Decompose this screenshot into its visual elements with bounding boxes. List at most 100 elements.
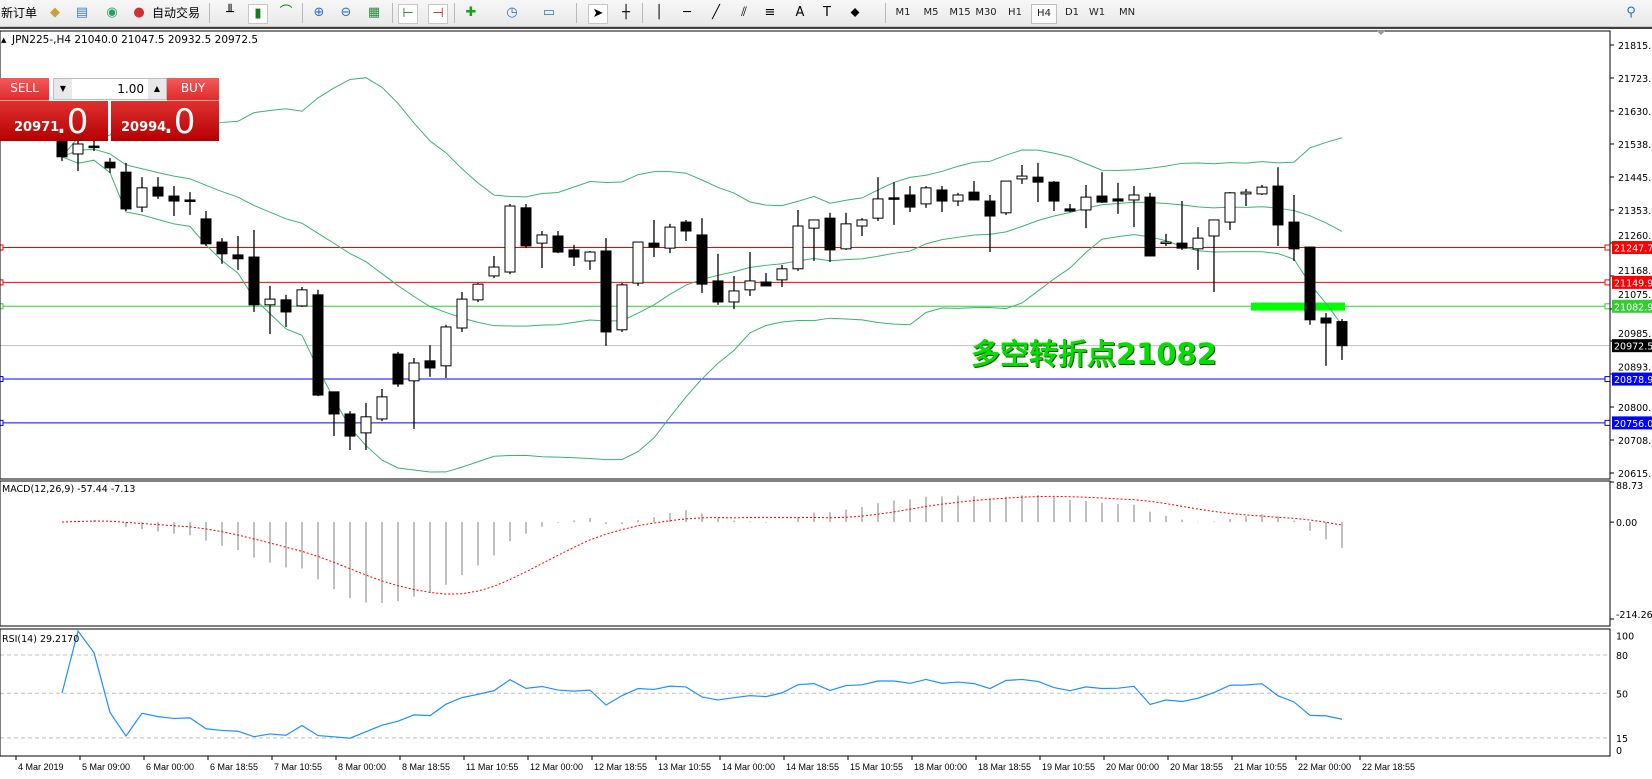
bear-candle-body bbox=[984, 200, 996, 217]
signal-icon[interactable]: ◉ bbox=[106, 5, 118, 20]
candle bbox=[1048, 181, 1060, 212]
timeframe-d1[interactable]: D1 bbox=[1064, 7, 1080, 18]
price-tick-label: 21723.0 bbox=[1618, 74, 1652, 85]
chart-canvas[interactable]: 21815.5 21723.0 21630.5 21538.0 21445.5 21353… bbox=[0, 27, 1652, 779]
timeframe-m5[interactable]: M5 bbox=[923, 7, 939, 18]
zoom-in-icon[interactable]: ⊕ bbox=[313, 5, 325, 20]
shapes-icon[interactable]: ⬥ bbox=[850, 5, 860, 20]
separator bbox=[454, 3, 455, 23]
bear-candle-body bbox=[520, 207, 532, 247]
time-label: 15 Mar 10:55 bbox=[850, 762, 903, 772]
line-chart-icon[interactable]: ⌒ bbox=[279, 5, 293, 20]
price-tick-label: 21260.5 bbox=[1618, 231, 1652, 242]
candle bbox=[136, 177, 148, 213]
level-handle[interactable] bbox=[1604, 244, 1611, 251]
data-window-icon[interactable]: ▤ bbox=[75, 5, 89, 20]
market-watch-icon[interactable]: ◆ bbox=[50, 5, 60, 20]
candlestick-icon[interactable]: ▮ bbox=[248, 4, 268, 24]
periods-icon[interactable]: ◷ bbox=[506, 5, 518, 20]
timeframe-h4[interactable]: H4 bbox=[1031, 4, 1057, 24]
new-chart-icon[interactable]: ✚ bbox=[465, 5, 477, 20]
bull-candle-body bbox=[584, 251, 596, 262]
macd-pane-frame bbox=[0, 480, 1611, 627]
timeframe-mn[interactable]: MN bbox=[1118, 7, 1136, 18]
bar-chart-icon[interactable]: ╨ bbox=[226, 5, 234, 20]
lot-decrease-button[interactable]: ▼ bbox=[54, 79, 72, 99]
candle bbox=[952, 192, 964, 207]
bear-candle-body bbox=[824, 217, 836, 251]
text-label-icon[interactable]: T bbox=[823, 5, 831, 20]
crosshair-icon[interactable]: ┼ bbox=[622, 5, 630, 20]
lot-increase-button[interactable]: ▲ bbox=[148, 79, 166, 99]
bear-candle-body bbox=[1048, 181, 1060, 202]
fibonacci-icon[interactable]: ≡ bbox=[764, 5, 776, 20]
sell-price-box[interactable]: 20971 .0 bbox=[0, 101, 108, 141]
rsi-line bbox=[61, 629, 1343, 739]
time-label: 14 Mar 18:55 bbox=[786, 762, 839, 772]
new-order-button[interactable]: 新订单 bbox=[1, 6, 38, 20]
bear-candle-body bbox=[1320, 317, 1332, 324]
candle bbox=[616, 283, 628, 332]
level-handle[interactable] bbox=[1604, 279, 1611, 286]
cursor-icon[interactable]: ➤ bbox=[588, 4, 608, 24]
bear-candle-body bbox=[1288, 221, 1300, 250]
bull-candle-body bbox=[1208, 219, 1220, 237]
timeframe-m30[interactable]: M30 bbox=[975, 7, 997, 18]
bear-candle-body bbox=[888, 197, 900, 200]
timeframe-w1[interactable]: W1 bbox=[1088, 7, 1106, 18]
candle bbox=[1304, 246, 1316, 325]
lot-size-value[interactable]: 1.00 bbox=[117, 82, 144, 96]
candle bbox=[296, 286, 308, 307]
macd-signal-line bbox=[61, 495, 1343, 595]
trendline-icon[interactable]: ╱ bbox=[712, 5, 720, 20]
collapse-triangle-icon[interactable]: ▲ bbox=[1, 36, 7, 44]
bear-candle-body bbox=[936, 189, 948, 202]
price-label: 21149.9 bbox=[1614, 278, 1652, 289]
level-handle[interactable] bbox=[1604, 419, 1611, 426]
text-icon[interactable]: A bbox=[795, 5, 805, 20]
auto-trading-icon[interactable]: ● bbox=[133, 5, 145, 20]
buy-price-box[interactable]: 20994 .0 bbox=[111, 101, 219, 141]
candle bbox=[552, 231, 564, 254]
sell-button[interactable]: SELL bbox=[0, 78, 49, 101]
bull-candle-body bbox=[808, 219, 820, 229]
price-tick-label: 21815.5 bbox=[1618, 41, 1652, 52]
timeframe-m15[interactable]: M15 bbox=[949, 7, 971, 18]
lot-size-input[interactable]: ▼ 1.00 ▲ bbox=[53, 78, 167, 100]
candle bbox=[264, 285, 276, 335]
candle bbox=[712, 253, 724, 305]
bull-candle-body bbox=[792, 225, 804, 270]
bull-candle-body bbox=[616, 284, 628, 331]
search-icon[interactable]: ⚲ bbox=[1626, 5, 1636, 20]
level-handle[interactable] bbox=[1604, 376, 1611, 383]
vertical-line-icon[interactable]: │ bbox=[655, 5, 663, 20]
timeframe-h1[interactable]: H1 bbox=[1008, 7, 1022, 18]
indicators-icon[interactable]: ▭ bbox=[542, 5, 556, 20]
time-label: 5 Mar 09:00 bbox=[82, 762, 130, 772]
candle bbox=[424, 345, 436, 377]
time-label: 22 Mar 18:55 bbox=[1362, 762, 1415, 772]
horizontal-line-icon[interactable]: ─ bbox=[683, 5, 691, 20]
bear-candle-body bbox=[600, 250, 612, 333]
price-label-box bbox=[1612, 275, 1652, 289]
buy-button[interactable]: BUY bbox=[167, 78, 219, 101]
equidistant-channel-icon[interactable]: ⫽ bbox=[741, 5, 747, 20]
bull-candle-body bbox=[728, 290, 740, 303]
candle bbox=[888, 182, 900, 225]
chart-window[interactable]: 21815.5 21723.0 21630.5 21538.0 21445.5 21353… bbox=[0, 27, 1652, 779]
auto-trading-button[interactable]: 自动交易 bbox=[152, 6, 201, 20]
bear-candle-body bbox=[120, 171, 132, 210]
zoom-out-icon[interactable]: ⊖ bbox=[340, 5, 352, 20]
price-tick-label: 21445.5 bbox=[1618, 173, 1652, 184]
bull-candle-body bbox=[1016, 175, 1028, 180]
pivot-annotation: 多空转折点21082 bbox=[971, 337, 1217, 371]
separator bbox=[302, 3, 303, 23]
timeframe-m1[interactable]: M1 bbox=[895, 7, 911, 18]
level-handle[interactable] bbox=[1604, 303, 1611, 310]
candle bbox=[856, 218, 868, 236]
bull-candle-body bbox=[408, 362, 420, 382]
chart-shift-icon[interactable]: ⊢ bbox=[398, 4, 418, 24]
tile-windows-icon[interactable]: ▦ bbox=[367, 5, 381, 20]
shift-marker-icon[interactable] bbox=[1376, 30, 1386, 35]
autoscroll-icon[interactable]: ⊣ bbox=[428, 4, 448, 24]
